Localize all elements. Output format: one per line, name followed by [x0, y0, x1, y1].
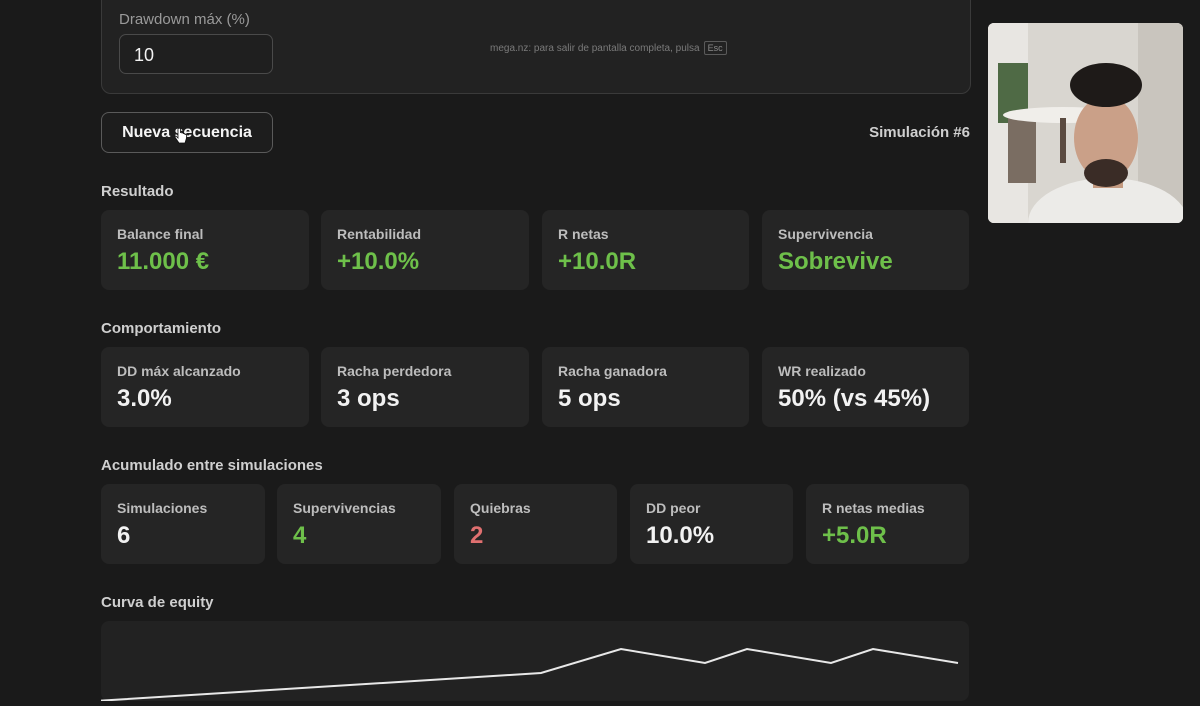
card-dd-max: DD máx alcanzado 3.0% — [101, 347, 309, 427]
card-quiebras: Quiebras 2 — [454, 484, 617, 564]
comportamiento-title: Comportamiento — [101, 320, 221, 337]
card-wr-realizado: WR realizado 50% (vs 45%) — [762, 347, 969, 427]
card-value: 6 — [117, 522, 131, 549]
card-label: Simulaciones — [117, 500, 208, 516]
card-value: +5.0R — [822, 522, 887, 549]
card-value: 50% (vs 45%) — [778, 385, 931, 412]
card-value: 5 ops — [558, 385, 621, 412]
card-racha-ganadora: Racha ganadora 5 ops — [542, 347, 749, 427]
card-value: 3 ops — [337, 385, 400, 412]
card-dd-peor: DD peor 10.0% — [630, 484, 793, 564]
drawdown-label: Drawdown máx (%) — [119, 11, 250, 28]
card-value: +10.0% — [337, 248, 420, 275]
webcam-overlay — [988, 23, 1183, 223]
equity-curve-line — [95, 647, 959, 702]
card-value: 11.000 € — [117, 248, 210, 275]
card-r-netas-medias: R netas medias +5.0R — [806, 484, 969, 564]
equity-title: Curva de equity — [101, 594, 214, 611]
card-value: Sobrevive — [778, 248, 893, 275]
card-value: 10.0% — [646, 522, 715, 549]
simulation-number: Simulación #6 — [869, 124, 970, 141]
fullscreen-hint: mega.nz: para salir de pantalla completa… — [490, 41, 727, 55]
card-label: Supervivencias — [293, 500, 396, 516]
equity-curve-chart — [95, 647, 959, 702]
card-label: DD máx alcanzado — [117, 363, 241, 379]
card-label: Racha perdedora — [337, 363, 452, 379]
card-label: Quiebras — [470, 500, 531, 516]
card-simulaciones: Simulaciones 6 — [101, 484, 265, 564]
card-label: DD peor — [646, 500, 701, 516]
settings-panel: Drawdown máx (%) 10 mega.nz: para salir … — [101, 0, 971, 94]
hand-cursor-icon — [174, 128, 187, 144]
card-label: Racha ganadora — [558, 363, 667, 379]
card-supervivencia: Supervivencia Sobrevive — [762, 210, 969, 290]
drawdown-input[interactable]: 10 — [119, 34, 273, 74]
esc-key-badge: Esc — [703, 41, 727, 55]
card-value: +10.0R — [558, 248, 637, 275]
card-value: 4 — [293, 522, 307, 549]
card-racha-perdedora: Racha perdedora 3 ops — [321, 347, 529, 427]
card-label: WR realizado — [778, 363, 866, 379]
card-balance-final: Balance final 11.000 € — [101, 210, 309, 290]
fullscreen-hint-text: mega.nz: para salir de pantalla completa… — [490, 43, 700, 54]
card-label: Supervivencia — [778, 226, 873, 242]
presenter-video-image — [988, 23, 1183, 223]
acumulado-title: Acumulado entre simulaciones — [101, 457, 323, 474]
card-label: R netas medias — [822, 500, 925, 516]
resultado-title: Resultado — [101, 183, 174, 200]
equity-chart-panel — [95, 621, 969, 702]
card-value: 2 — [470, 522, 484, 549]
card-rentabilidad: Rentabilidad +10.0% — [321, 210, 529, 290]
new-sequence-button[interactable]: Nueva secuencia — [101, 112, 273, 153]
card-r-netas: R netas +10.0R — [542, 210, 749, 290]
card-label: Balance final — [117, 226, 204, 242]
card-value: 3.0% — [117, 385, 172, 412]
card-supervivencias: Supervivencias 4 — [277, 484, 441, 564]
card-label: Rentabilidad — [337, 226, 422, 242]
card-label: R netas — [558, 226, 609, 242]
